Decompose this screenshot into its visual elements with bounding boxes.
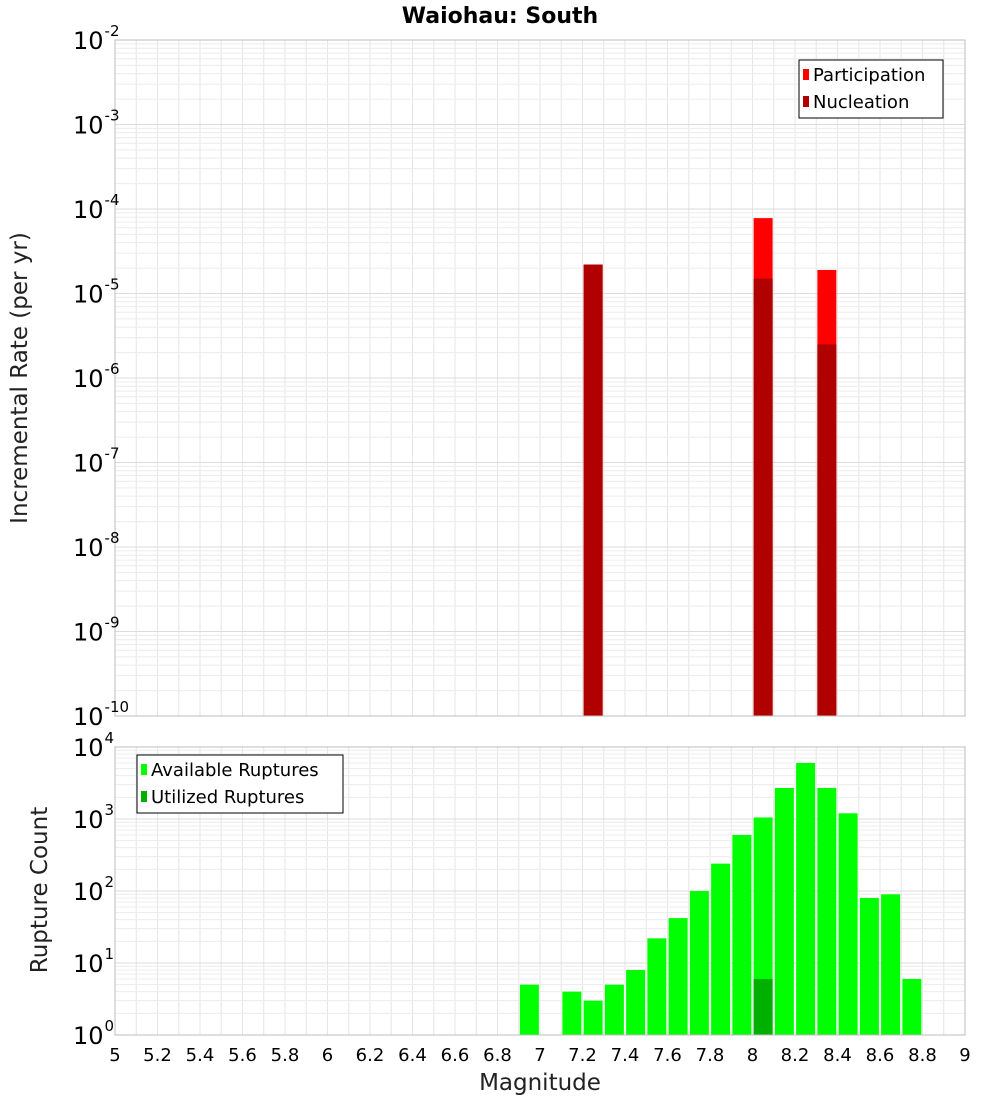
count-legend-label: Utilized Ruptures	[151, 787, 304, 808]
rate-bar-nucleation	[583, 264, 603, 716]
count-bar-available-ruptures	[732, 834, 752, 1035]
count-bar-available-ruptures	[838, 813, 858, 1035]
count-bar-available-ruptures	[817, 787, 837, 1035]
x-tick-label: 7	[534, 1045, 545, 1066]
count-bar-available-ruptures	[902, 978, 922, 1035]
count-y-tick-label: 100	[73, 1017, 114, 1050]
x-tick-label: 5.6	[228, 1045, 257, 1066]
rate-y-tick-label: 10-10	[73, 698, 129, 731]
rate-y-tick-label: 10-9	[73, 614, 120, 647]
x-axis-label: Magnitude	[479, 1070, 601, 1096]
count-bar-available-ruptures	[626, 969, 646, 1035]
x-tick-label: 8.4	[823, 1045, 852, 1066]
rate-bar-nucleation	[753, 278, 773, 716]
rate-y-tick-label: 10-7	[73, 445, 120, 478]
chart-title: Waiohau: South	[402, 4, 598, 29]
x-tick-label: 7.4	[611, 1045, 640, 1066]
rate-legend-swatch	[803, 96, 809, 107]
rate-y-tick-label: 10-5	[73, 276, 120, 309]
count-bar-available-ruptures	[519, 984, 539, 1035]
count-legend-box	[136, 754, 344, 814]
count-y-tick-label: 103	[73, 801, 114, 834]
x-tick-label: 8	[747, 1045, 758, 1066]
x-tick-label: 6.4	[398, 1045, 427, 1066]
x-tick-label: 6.2	[356, 1045, 385, 1066]
x-tick-label: 5.4	[186, 1045, 215, 1066]
count-bar-available-ruptures	[711, 863, 731, 1035]
count-bar-utilized-ruptures	[753, 978, 773, 1035]
count-bar-available-ruptures	[774, 787, 794, 1035]
x-tick-label: 8.8	[908, 1045, 937, 1066]
count-bar-available-ruptures	[796, 762, 816, 1035]
rate-y-tick-label: 10-6	[73, 360, 120, 393]
rate-y-tick-label: 10-8	[73, 529, 120, 562]
count-bar-available-ruptures	[881, 894, 901, 1035]
count-bar-available-ruptures	[583, 1000, 603, 1035]
rate-panel: 10-10 10-9 10-8 10-7 10-6 10-5 10-4 10-3 10-2 Par…	[73, 22, 966, 731]
count-y-tick-label: 104	[73, 729, 114, 762]
count-y-tick-label: 101	[73, 945, 114, 978]
rate-plot-frame	[114, 39, 966, 717]
rate-y-tick-label: 10-3	[73, 107, 120, 140]
x-tick-label: 5	[109, 1045, 120, 1066]
count-legend-swatch	[141, 791, 147, 802]
count-bar-available-ruptures	[668, 918, 688, 1035]
count-bar-available-ruptures	[859, 897, 879, 1035]
x-tick-label: 6.6	[441, 1045, 470, 1066]
x-tick-label: 7.2	[568, 1045, 597, 1066]
x-tick-label: 6.8	[483, 1045, 512, 1066]
count-legend-label: Available Ruptures	[151, 760, 319, 781]
count-bar-available-ruptures	[647, 938, 667, 1035]
count-bar-available-ruptures	[562, 991, 582, 1035]
rate-bar-nucleation	[817, 344, 837, 716]
count-bar-available-ruptures	[689, 891, 709, 1035]
x-tick-label: 8.6	[866, 1045, 895, 1066]
rate-y-tick-label: 10-2	[73, 22, 120, 55]
rate-legend-label: Participation	[813, 65, 925, 86]
bottom-y-axis-label: Rupture Count	[27, 807, 53, 973]
rate-legend-box	[798, 59, 944, 119]
x-tick-label: 6	[322, 1045, 333, 1066]
count-bar-available-ruptures	[604, 984, 624, 1035]
x-tick-label: 7.6	[653, 1045, 682, 1066]
count-y-tick-label: 102	[73, 873, 114, 906]
rate-y-tick-label: 10-4	[73, 191, 120, 224]
x-tick-label: 9	[959, 1045, 970, 1066]
x-tick-label: 8.2	[781, 1045, 810, 1066]
rate-legend-swatch	[803, 69, 809, 80]
count-plot-frame	[114, 746, 966, 1036]
rate-legend-label: Nucleation	[813, 92, 909, 113]
x-tick-label: 5.2	[143, 1045, 172, 1066]
x-tick-label: 7.8	[696, 1045, 725, 1066]
rupture-count-panel: 100 101 102 103 104 5 5.2 5.4 5.6 5.8 6 6.2 6.4 6.6 6.…	[73, 729, 971, 1066]
x-tick-label: 5.8	[271, 1045, 300, 1066]
count-legend-swatch	[141, 764, 147, 775]
top-y-axis-label: Incremental Rate (per yr)	[7, 232, 33, 524]
